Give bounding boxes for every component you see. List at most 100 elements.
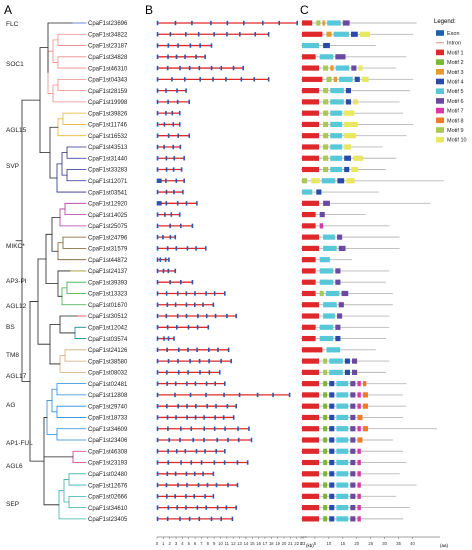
- motif-box: [345, 88, 351, 94]
- motif-box: [336, 493, 349, 499]
- axis-tick-label: 20: [282, 541, 287, 546]
- exon-box: [261, 20, 264, 26]
- motif-box: [330, 144, 343, 150]
- exon-box: [278, 20, 281, 26]
- motif-box: [323, 505, 328, 511]
- exon-box: [185, 313, 188, 319]
- exon-box: [189, 358, 191, 364]
- exon-box: [203, 415, 205, 420]
- exon-box: [218, 370, 221, 375]
- motif-box: [321, 178, 336, 184]
- exon-box: [210, 65, 213, 71]
- exon-box: [176, 99, 179, 105]
- motif-box: [350, 516, 356, 522]
- legend-label: Motif 4: [447, 80, 464, 86]
- exon-box: [178, 212, 181, 217]
- motif-box: [302, 392, 320, 398]
- motif-box: [353, 155, 364, 161]
- exon-box: [183, 178, 185, 183]
- exon-box: [235, 313, 238, 319]
- motif-box: [336, 448, 349, 454]
- motif-box: [357, 403, 361, 409]
- gene-label: CpaF1st24126: [88, 348, 128, 354]
- legend-label: Motif 7: [447, 109, 464, 115]
- exon-box: [163, 144, 165, 150]
- motif-box: [302, 54, 316, 60]
- exon-box: [253, 77, 256, 82]
- exon-box: [232, 415, 235, 420]
- axis-tick-label: 5: [188, 541, 191, 546]
- motif-box: [357, 516, 361, 522]
- exon-box: [176, 291, 179, 296]
- motif-box: [335, 65, 350, 71]
- exon-box: [163, 122, 166, 127]
- gene-label: CpaF1st04343: [88, 78, 128, 84]
- motif-box: [357, 392, 361, 398]
- axis-tick-label: 23: [301, 541, 306, 546]
- exon-box: [224, 426, 226, 431]
- gene-label: CpaF1st46310: [88, 66, 128, 72]
- exon-box: [177, 370, 180, 375]
- motif-axis-unit: (aa): [440, 543, 449, 548]
- exon-box: [165, 167, 168, 172]
- exon-box: [187, 325, 190, 330]
- motif-box: [323, 403, 328, 409]
- motif-box: [337, 234, 343, 240]
- axis-tick-label: 40: [410, 541, 415, 546]
- motif-box: [323, 144, 329, 150]
- motif-box: [336, 426, 349, 432]
- exon-box: [179, 516, 181, 522]
- exon-box: [167, 43, 170, 48]
- exon-box: [215, 449, 218, 454]
- motif-box: [336, 437, 349, 443]
- exon-box: [167, 268, 170, 274]
- legend-swatch: [436, 107, 444, 114]
- exon-box: [156, 122, 159, 127]
- motif-box: [350, 437, 356, 443]
- exon-box: [185, 88, 187, 93]
- motif-box: [302, 110, 320, 116]
- axis-tick-label: 11: [225, 541, 230, 546]
- axis-tick-label: 0: [300, 541, 303, 546]
- exon-box: [223, 392, 225, 398]
- motif-box: [302, 516, 320, 522]
- exon-box: [173, 156, 176, 161]
- exon-box: [198, 516, 201, 522]
- exon-box: [214, 415, 216, 420]
- exon-box: [156, 494, 159, 499]
- exon-box: [156, 280, 159, 285]
- motif-box: [327, 20, 341, 26]
- motif-box: [302, 200, 320, 206]
- exon-box: [188, 99, 191, 105]
- exon-box: [171, 77, 173, 82]
- axis-tick-label: 0: [156, 541, 159, 546]
- exon-box: [172, 144, 175, 150]
- subfamily-label: AGL17: [6, 373, 27, 380]
- exon-box: [227, 437, 229, 443]
- motif-box: [302, 426, 320, 432]
- exon-box: [193, 302, 196, 307]
- gene-label: CpaF1st12042: [88, 325, 128, 331]
- motif-box: [336, 505, 349, 511]
- motif-maps: [301, 20, 444, 522]
- exon-box: [185, 302, 188, 307]
- motif-box: [338, 245, 346, 251]
- axis-tick-label: 13: [237, 541, 242, 546]
- exon-box: [182, 189, 184, 195]
- axis-tick-label: 15: [250, 541, 255, 546]
- motif-box: [323, 200, 330, 206]
- gene-label: CpaF1st29740: [88, 404, 128, 410]
- exon-box: [205, 392, 207, 398]
- motif-box: [357, 414, 363, 421]
- panel-label-a: A: [4, 3, 12, 17]
- subfamily-label: SVP: [6, 163, 19, 170]
- exon-box: [223, 460, 226, 465]
- exon-box: [187, 347, 189, 353]
- exon-box: [227, 482, 229, 488]
- exon-box: [213, 291, 216, 296]
- exon-box: [165, 482, 168, 488]
- legend-label: Motif 8: [447, 118, 464, 124]
- gene-label: CpaF1st01670: [88, 303, 128, 309]
- motif-box: [323, 88, 329, 94]
- axis-tick-label: 21: [288, 541, 293, 546]
